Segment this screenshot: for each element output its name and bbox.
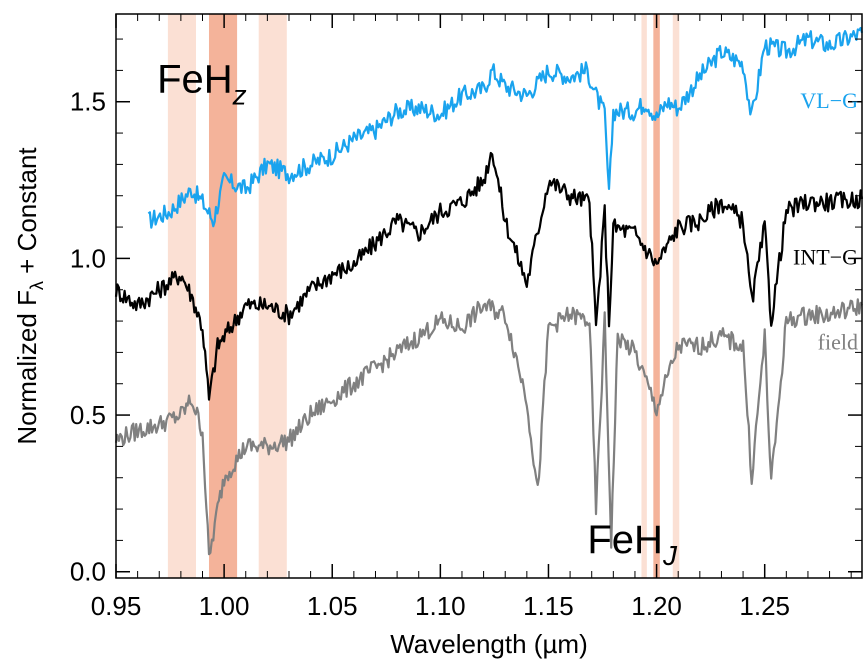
series-line-vl-g — [147, 26, 863, 229]
band-annotation-z: FeHz — [157, 57, 247, 110]
y-tick-label: 1.0 — [70, 243, 106, 273]
axes: 0.95 1.00 1.05 1.10 1.15 1.20 1.25 0.0 0.5 1.0 1.5 — [70, 13, 863, 621]
y-axis-title: Normalized Fλ + Constant — [12, 147, 47, 445]
series-label-vl-g: VL−G — [800, 88, 858, 113]
absorption-bands — [167, 14, 680, 578]
series-label-int-g: INT−G — [793, 245, 858, 270]
series-label-field: field — [818, 329, 858, 354]
x-tick-label: 1.20 — [631, 591, 682, 621]
y-tick-label: 1.5 — [70, 87, 106, 117]
spectra-series — [114, 26, 863, 556]
series-line-field — [114, 298, 863, 556]
y-tick-label: 0.0 — [70, 557, 106, 587]
x-tick-label: 1.25 — [739, 591, 790, 621]
plot-frame — [115, 13, 863, 579]
absorption-band-4 — [653, 14, 660, 578]
x-tick-label: 1.10 — [415, 591, 466, 621]
x-tick-label: 1.05 — [307, 591, 358, 621]
band-annotation-j: FeHJ — [587, 518, 678, 571]
series-line-int-g — [114, 151, 863, 401]
absorption-band-5 — [672, 14, 680, 578]
labels: Wavelength (µm) Normalized Fλ + Constant V… — [12, 57, 858, 659]
absorption-band-2 — [258, 14, 287, 578]
y-tick-label: 0.5 — [70, 400, 106, 430]
absorption-band-3 — [641, 14, 647, 578]
x-tick-label: 1.00 — [199, 591, 250, 621]
x-axis-title: Wavelength (µm) — [390, 629, 588, 659]
x-tick-label: 1.15 — [523, 591, 574, 621]
x-tick-label: 0.95 — [91, 591, 142, 621]
